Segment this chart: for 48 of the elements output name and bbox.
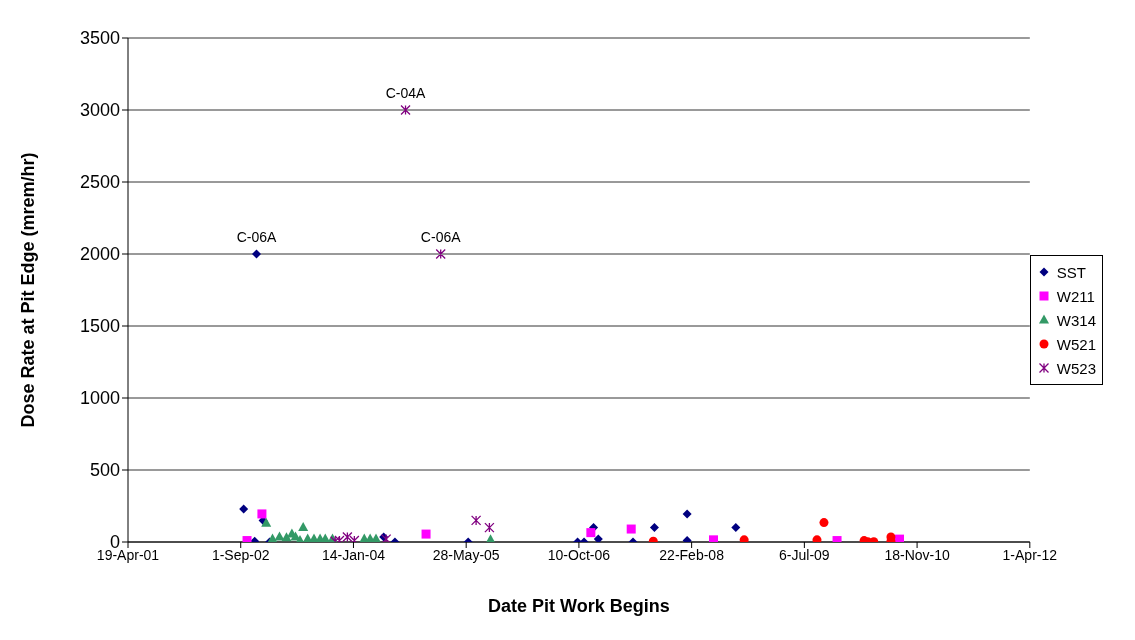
point <box>239 504 249 514</box>
point <box>739 535 749 542</box>
annotation: C-06A <box>236 229 278 245</box>
point <box>484 522 495 533</box>
point <box>819 518 829 528</box>
y-tick-label: 1500 <box>79 316 120 337</box>
point <box>593 534 603 542</box>
y-axis-title: Dose Rate at Pit Edge (mrem/hr) <box>18 152 39 428</box>
annotation: C-04A <box>385 85 427 101</box>
point <box>435 248 446 260</box>
point <box>298 522 309 532</box>
point <box>252 249 262 259</box>
point <box>470 515 482 526</box>
x-tick-label: 14-Jan-04 <box>321 546 386 563</box>
x-tick-label: 10-Oct-06 <box>547 546 611 563</box>
point <box>649 523 659 533</box>
y-tick-label: 2000 <box>79 244 120 265</box>
point <box>267 533 278 542</box>
point <box>400 104 411 116</box>
annotation: C-06A <box>420 229 462 245</box>
point <box>261 517 272 527</box>
x-tick-label: 6-Jul-09 <box>779 546 830 563</box>
y-tick-label: 3500 <box>79 28 120 49</box>
x-tick-label: 28-May-05 <box>432 546 500 563</box>
point <box>342 531 353 542</box>
x-tick-label: 1-Apr-12 <box>1002 546 1058 563</box>
legend-label: SST <box>1056 263 1086 281</box>
point <box>812 535 822 542</box>
legend-label: W314 <box>1056 311 1096 329</box>
y-tick-label: 2500 <box>79 172 120 193</box>
legend-label: W523 <box>1056 359 1096 377</box>
y-tick-label: 1000 <box>79 388 120 409</box>
point <box>421 529 431 539</box>
point <box>626 524 636 534</box>
x-tick-label: 18-Nov-10 <box>884 546 950 563</box>
legend-label: W521 <box>1056 335 1096 353</box>
x-tick-label: 1-Sep-02 <box>211 546 270 563</box>
point <box>895 534 904 542</box>
point <box>682 509 692 519</box>
point <box>257 509 267 519</box>
y-tick-label: 500 <box>89 460 120 481</box>
y-tick-label: 3000 <box>79 100 120 121</box>
x-axis-title: Date Pit Work Begins <box>488 596 670 616</box>
point <box>709 535 718 542</box>
legend-label: W211 <box>1056 287 1095 305</box>
point <box>731 523 741 533</box>
x-tick-label: 22-Feb-08 <box>659 546 725 563</box>
point <box>586 528 596 538</box>
